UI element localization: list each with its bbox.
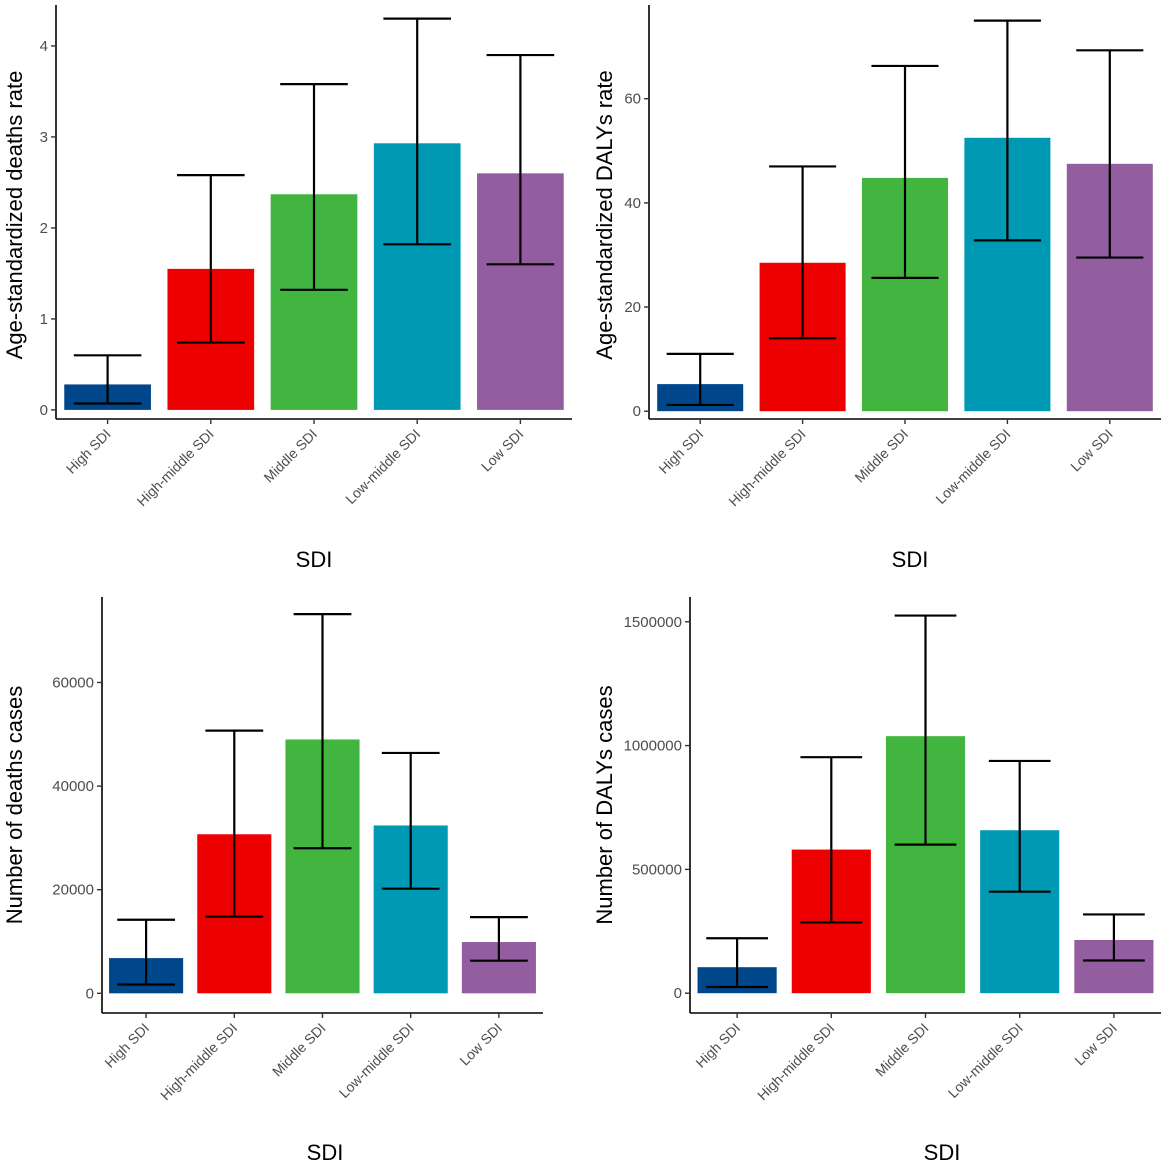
x-tick-label: High SDI	[63, 426, 114, 477]
y-axis-title: Number of DALYs cases	[592, 685, 617, 924]
panel-deaths-cases: Number of deaths cases SDI 0 20000 40000 60…	[2, 597, 543, 1165]
y-tick-label: 3	[40, 129, 48, 146]
x-tick-label: High-middle SDI	[754, 1020, 837, 1103]
y-tick-label: 4	[40, 38, 48, 55]
error-bar	[293, 612, 352, 850]
y-tick-label: 60000	[52, 674, 94, 691]
error-bar	[73, 354, 142, 405]
x-axis-title: SDI	[296, 547, 333, 572]
error-bar	[280, 83, 348, 291]
y-tick-label: 20000	[52, 882, 94, 899]
error-bar	[381, 751, 440, 890]
y-tick-label: 2	[40, 220, 48, 237]
x-tick-label: Low-middle SDI	[932, 426, 1013, 507]
x-tick-label: High-middle SDI	[725, 426, 808, 509]
x-tick-label: Low SDI	[478, 426, 527, 475]
y-tick-label: 0	[86, 985, 94, 1002]
error-bar	[470, 916, 528, 962]
error-bar	[988, 759, 1051, 893]
x-tick-label: Middle SDI	[851, 426, 911, 486]
y-tick-label: 60	[624, 91, 641, 108]
y-axis-title: Age-standardized DALYs rate	[592, 70, 617, 359]
x-tick-label: Middle SDI	[260, 426, 320, 486]
y-tick-label: 0	[674, 985, 682, 1002]
x-tick-label: Low SDI	[1067, 426, 1116, 475]
x-tick-label: High SDI	[101, 1020, 152, 1071]
error-bar	[117, 918, 175, 986]
error-bar	[205, 729, 264, 918]
error-bar	[176, 174, 245, 344]
error-bar	[871, 64, 939, 279]
panel-deaths-rate: Age-standardized deaths rate SDI 0 1 2 3 4 Hi…	[2, 5, 572, 572]
x-tick-label: Low-middle SDI	[336, 1020, 417, 1101]
error-bar	[800, 756, 863, 924]
x-tick-label: Middle SDI	[269, 1020, 329, 1080]
y-tick-label: 1	[40, 311, 48, 328]
x-tick-label: High SDI	[655, 426, 706, 477]
x-tick-label: High SDI	[692, 1020, 743, 1071]
x-tick-label: Low SDI	[456, 1020, 505, 1069]
x-tick-label: High-middle SDI	[134, 426, 217, 509]
x-tick-label: Middle SDI	[872, 1020, 932, 1080]
x-tick-label: High-middle SDI	[157, 1020, 240, 1103]
y-tick-label: 20	[624, 299, 641, 316]
y-tick-label: 40000	[52, 778, 94, 795]
y-tick-label: 40	[624, 195, 641, 212]
x-axis-title: SDI	[892, 547, 929, 572]
y-tick-label: 0	[40, 402, 48, 419]
error-bar	[383, 17, 452, 246]
error-bar	[1076, 49, 1144, 259]
x-tick-label: Low-middle SDI	[342, 426, 423, 507]
y-tick-label: 500000	[632, 861, 682, 878]
y-axis-title: Age-standardized deaths rate	[2, 71, 27, 360]
x-axis-title: SDI	[924, 1140, 961, 1165]
error-bar	[894, 614, 957, 846]
y-tick-label: 0	[633, 403, 641, 420]
error-bar	[769, 165, 837, 340]
panel-dalys-rate: Age-standardized DALYs rate SDI 0 20 40 60 H…	[592, 5, 1161, 572]
error-bar	[666, 352, 734, 407]
error-bar	[973, 19, 1041, 242]
y-tick-label: 1000000	[624, 738, 682, 755]
error-bar	[706, 937, 768, 989]
panel-dalys-cases: Number of DALYs cases SDI 0 500000 1000000…	[592, 597, 1161, 1165]
y-tick-label: 1500000	[624, 614, 682, 631]
x-tick-label: Low-middle SDI	[945, 1020, 1026, 1101]
x-tick-label: Low SDI	[1071, 1020, 1120, 1069]
error-bar	[486, 53, 555, 266]
error-bar	[1083, 913, 1145, 962]
x-axis-title: SDI	[307, 1140, 344, 1165]
y-axis-title: Number of deaths cases	[2, 686, 27, 924]
